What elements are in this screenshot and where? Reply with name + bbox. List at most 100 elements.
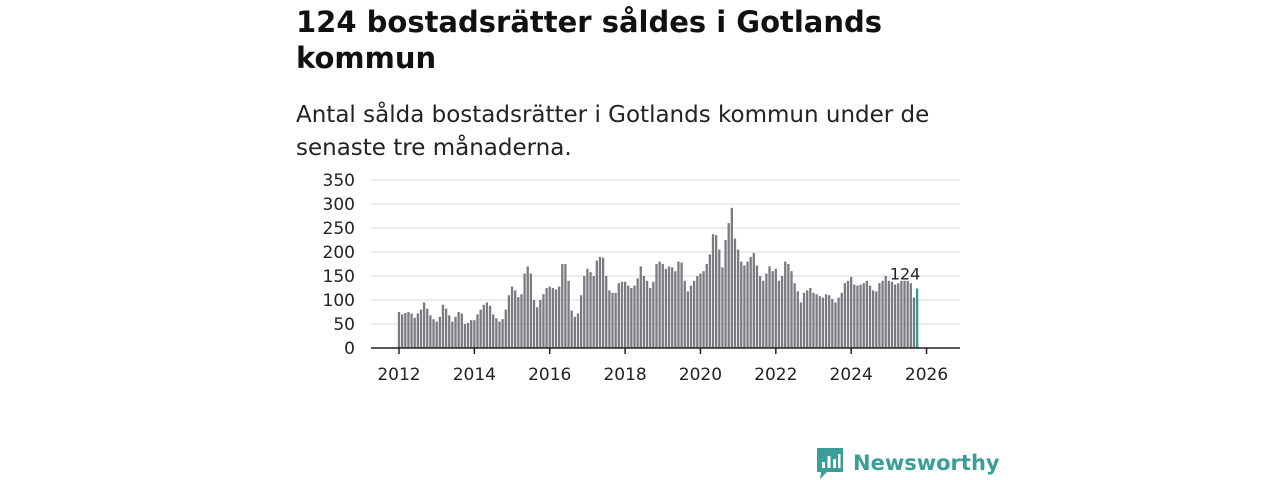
y-tick-label: 300 <box>323 195 355 215</box>
bar <box>705 264 708 348</box>
bar <box>422 302 426 348</box>
bar <box>890 281 894 348</box>
bar <box>840 292 843 348</box>
bar <box>843 283 847 348</box>
bar <box>532 300 536 348</box>
bar <box>495 318 498 348</box>
bar <box>702 271 705 348</box>
bar <box>605 276 608 348</box>
bar <box>765 273 768 348</box>
bar <box>539 300 542 348</box>
bar <box>561 264 564 348</box>
x-tick-label: 2018 <box>603 365 646 385</box>
bar <box>482 304 485 348</box>
brand-logo: Newsworthy <box>815 446 1000 480</box>
bar <box>570 310 573 348</box>
bar <box>780 276 784 348</box>
bar <box>736 249 740 348</box>
bar <box>586 268 589 348</box>
y-tick-label: 100 <box>323 291 355 311</box>
bar <box>479 309 482 348</box>
bar <box>463 324 467 348</box>
bar <box>828 295 831 348</box>
bar <box>740 261 743 348</box>
bar <box>733 238 737 348</box>
bar <box>718 249 721 348</box>
bar <box>501 319 504 348</box>
y-tick-label: 350 <box>323 171 355 191</box>
x-tick-label: 2026 <box>905 365 948 385</box>
bar <box>514 290 517 348</box>
bar <box>589 272 592 348</box>
bar <box>441 304 445 348</box>
bar <box>850 276 853 348</box>
bar <box>454 316 457 348</box>
bar <box>727 223 730 348</box>
bar <box>758 276 762 348</box>
bar <box>476 314 479 348</box>
bar <box>567 280 570 348</box>
bar <box>451 321 454 348</box>
bar <box>749 256 752 348</box>
bar <box>714 235 718 348</box>
bar <box>799 302 803 348</box>
x-tick-label: 2014 <box>453 365 496 385</box>
bar <box>655 264 658 348</box>
bar <box>413 317 416 348</box>
bar <box>680 262 683 348</box>
bar <box>623 281 627 348</box>
bar <box>627 285 630 348</box>
chart-title: 124 bostadsrätter såldes i Gotlands komm… <box>296 5 883 75</box>
bar <box>721 267 724 348</box>
bar <box>419 309 423 348</box>
bar <box>664 268 668 348</box>
bar <box>755 265 759 348</box>
bar <box>526 266 529 348</box>
bar <box>689 285 693 348</box>
bar <box>893 284 897 348</box>
bar <box>771 271 774 348</box>
bar <box>900 280 903 348</box>
bar <box>897 283 900 348</box>
bar <box>743 265 746 348</box>
bar <box>711 234 715 348</box>
bar <box>865 280 869 348</box>
bar <box>523 273 526 348</box>
bar <box>557 286 561 348</box>
bar <box>579 295 583 348</box>
bar <box>859 284 862 348</box>
bar <box>592 276 595 348</box>
bar <box>903 280 906 348</box>
bar <box>636 278 639 348</box>
y-tick-label: 200 <box>323 243 355 263</box>
bar <box>473 320 476 348</box>
bar <box>821 297 825 348</box>
y-tick-label: 250 <box>323 219 355 239</box>
bar <box>818 296 821 348</box>
bar <box>630 288 633 348</box>
bar <box>611 292 614 348</box>
brand-name: Newsworthy <box>853 451 1000 475</box>
bar <box>617 283 620 348</box>
bar <box>661 264 664 348</box>
bar <box>460 313 463 348</box>
bar <box>554 289 558 348</box>
bar <box>510 286 514 348</box>
bar <box>620 281 624 348</box>
bar <box>806 290 809 348</box>
bar <box>824 294 828 348</box>
bar <box>492 314 495 348</box>
bar <box>432 319 435 348</box>
highlight-value-label: 124 <box>890 264 921 283</box>
bar <box>815 294 818 348</box>
bar <box>573 316 576 348</box>
bar <box>724 240 727 348</box>
bar <box>529 273 533 348</box>
bar <box>507 295 511 348</box>
y-tick-label: 50 <box>333 315 355 335</box>
bar <box>551 288 555 348</box>
bar <box>598 256 602 348</box>
bar <box>868 285 872 348</box>
y-tick-label: 150 <box>323 267 355 287</box>
bar <box>426 308 429 348</box>
